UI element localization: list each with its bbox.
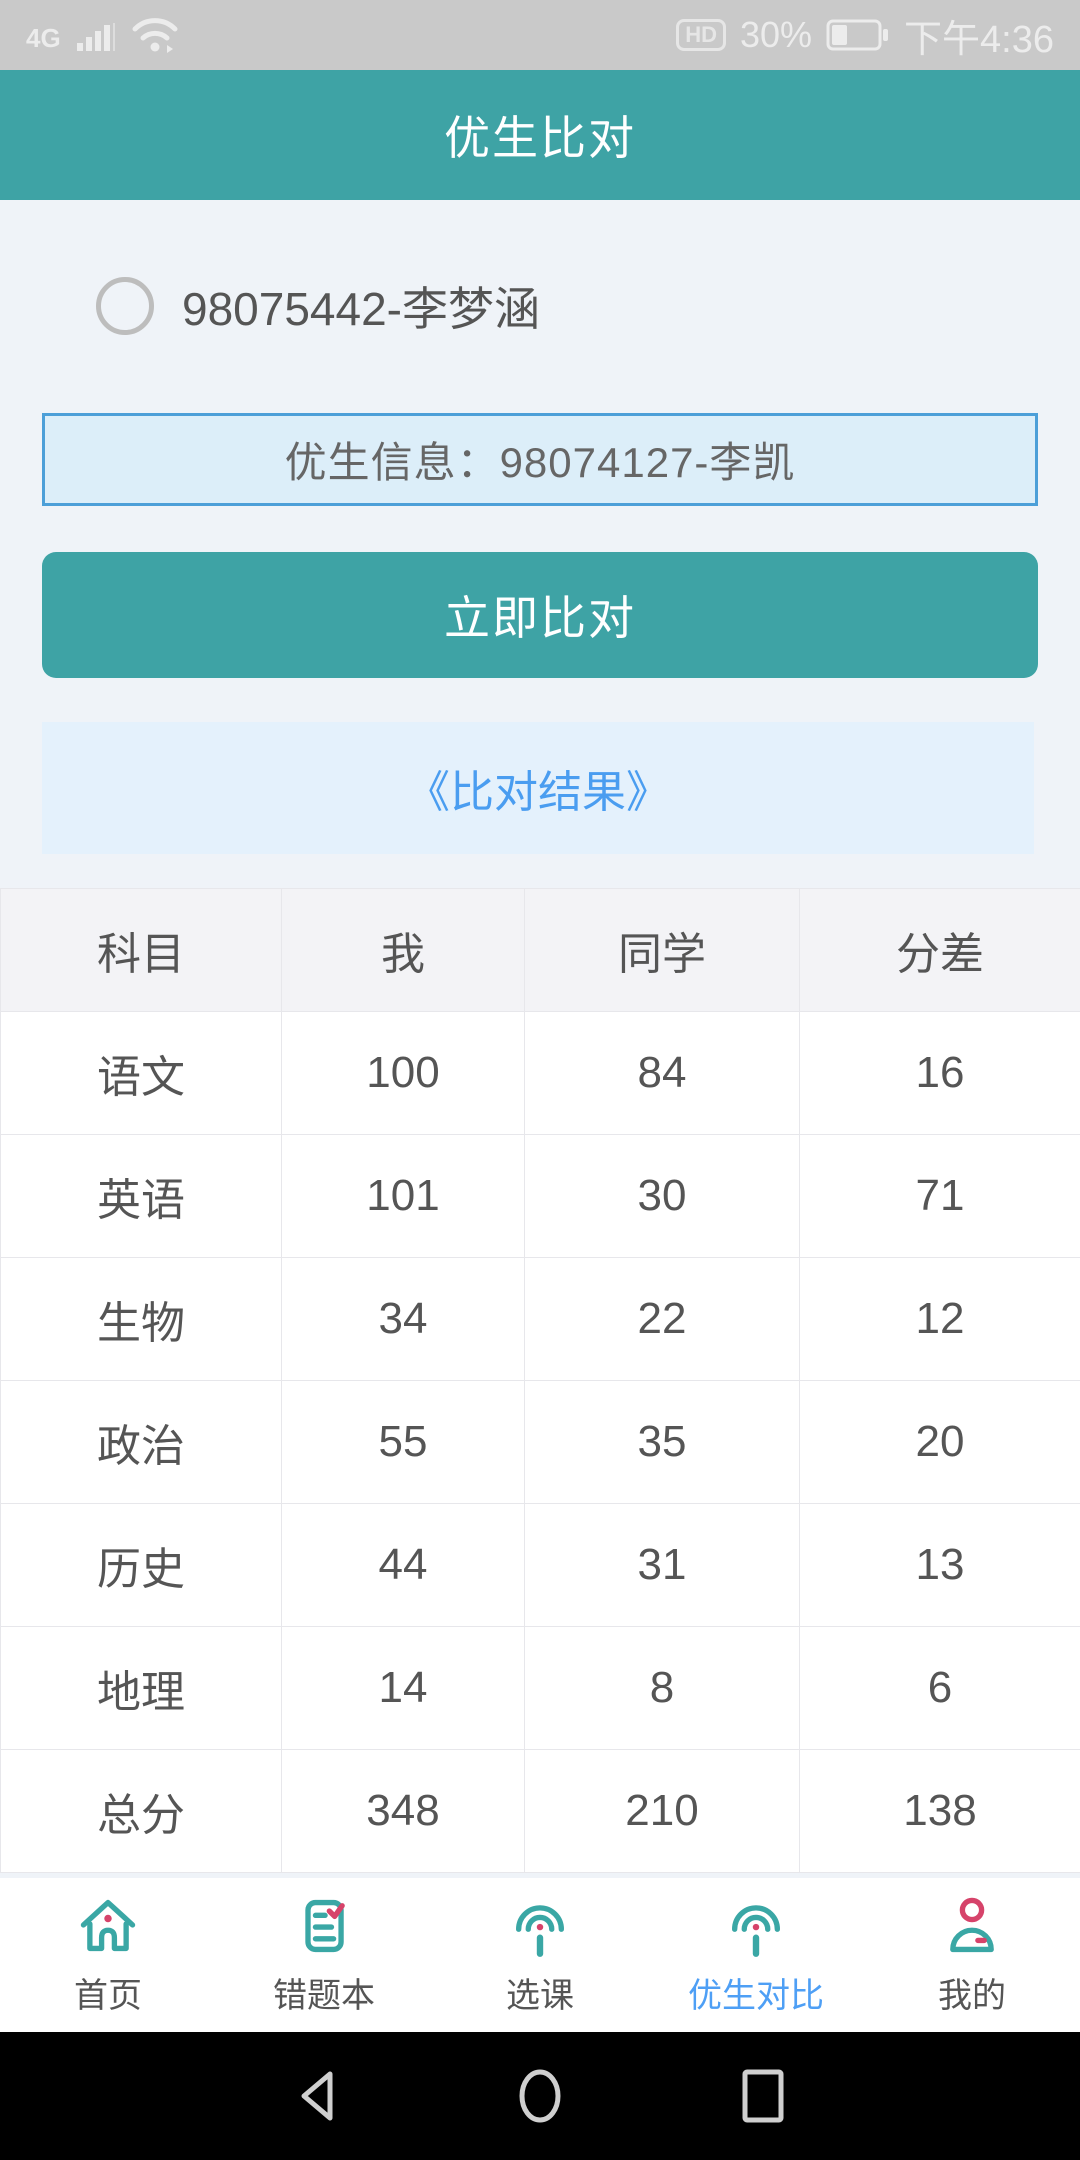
app-header: 优生比对 (0, 70, 1080, 200)
table-cell: 30 (524, 1134, 800, 1258)
table-header-row: 科目 我 同学 分差 (0, 888, 1080, 1012)
table-cell: 6 (799, 1626, 1080, 1750)
table-cell: 历史 (0, 1503, 282, 1627)
table-cell: 100 (281, 1011, 525, 1135)
clock-label: 下午4:36 (904, 18, 1054, 61)
compare-result-link[interactable]: 《比对结果》 (406, 768, 670, 817)
recents-square-icon (742, 2069, 784, 2123)
table-cell: 12 (799, 1257, 1080, 1381)
table-cell: 138 (799, 1749, 1080, 1873)
table-cell: 84 (524, 1011, 800, 1135)
home-icon (80, 1899, 136, 1952)
table-cell: 生物 (0, 1257, 282, 1381)
home-circle-icon (519, 2069, 561, 2123)
bottom-nav: 首页 错题本 选课 优生对比 (0, 1878, 1080, 2032)
table-cell: 政治 (0, 1380, 282, 1504)
elite-info-field[interactable]: 优生信息：98074127-李凯 (42, 413, 1038, 506)
compare-now-button[interactable]: 立即比对 (42, 552, 1038, 678)
table-cell: 地理 (0, 1626, 282, 1750)
nav-item-courses[interactable]: 选课 (432, 1878, 648, 2032)
battery-percent-label: 30% (739, 14, 813, 55)
network-type-label: 4G (26, 23, 61, 53)
table-cell: 8 (524, 1626, 800, 1750)
android-back-button[interactable] (294, 2067, 340, 2125)
table-cell: 20 (799, 1380, 1080, 1504)
battery-icon (826, 19, 889, 51)
table-cell: 语文 (0, 1011, 282, 1135)
broadcast-icon (732, 1905, 780, 1957)
signal-strength-icon (76, 23, 115, 51)
nav-label-elite-compare: 优生对比 (688, 1977, 824, 2015)
table-cell: 35 (524, 1380, 800, 1504)
table-cell: 71 (799, 1134, 1080, 1258)
table-cell: 34 (281, 1257, 525, 1381)
nav-label-profile: 我的 (938, 1977, 1006, 2015)
back-triangle-icon (301, 2071, 333, 2121)
table-cell: 总分 (0, 1749, 282, 1873)
broadcast-icon (516, 1905, 564, 1957)
android-home-button[interactable] (516, 2066, 564, 2126)
table-row: 生物 34 22 12 (0, 1257, 1080, 1381)
table-cell: 14 (281, 1626, 525, 1750)
table-cell: 55 (281, 1380, 525, 1504)
nav-label-courses: 选课 (506, 1977, 574, 2015)
nav-item-elite-compare[interactable]: 优生对比 (648, 1878, 864, 2032)
compare-now-label: 立即比对 (444, 592, 636, 644)
nav-item-home[interactable]: 首页 (0, 1878, 216, 2032)
score-table: 科目 我 同学 分差 语文 100 84 16 英语 101 30 71 生物 34 22 12 政治 5… (0, 888, 1080, 1873)
col-header-me: 我 (281, 888, 525, 1012)
nav-label-wrongbook: 错题本 (273, 1977, 375, 2015)
student-option-label: 98075442-李梦涵 (182, 283, 540, 335)
result-band: 《比对结果》 (42, 722, 1034, 854)
elite-info-text: 优生信息：98074127-李凯 (284, 439, 796, 486)
hd-badge: HD (676, 19, 726, 51)
page-title: 优生比对 (444, 112, 636, 164)
table-row: 英语 101 30 71 (0, 1134, 1080, 1258)
radio-button[interactable] (96, 277, 154, 335)
status-bar: 4G HD 30% 下午4:36 (0, 0, 1080, 70)
table-cell: 16 (799, 1011, 1080, 1135)
table-cell: 31 (524, 1503, 800, 1627)
wifi-icon (132, 18, 178, 53)
android-navigation-bar (0, 2032, 1080, 2160)
table-row: 语文 100 84 16 (0, 1011, 1080, 1135)
table-cell: 22 (524, 1257, 800, 1381)
table-cell: 英语 (0, 1134, 282, 1258)
person-icon (950, 1897, 994, 1953)
table-row: 历史 44 31 13 (0, 1503, 1080, 1627)
nav-item-wrongbook[interactable]: 错题本 (216, 1878, 432, 2032)
student-option-row[interactable]: 98075442-李梦涵 (96, 276, 540, 336)
table-row: 总分 348 210 138 (0, 1749, 1080, 1873)
android-recents-button[interactable] (740, 2067, 786, 2125)
col-header-classmate: 同学 (524, 888, 800, 1012)
score-table-body: 语文 100 84 16 英语 101 30 71 生物 34 22 12 政治 55 35 20 历史 44 31… (0, 1011, 1080, 1873)
table-cell: 101 (281, 1134, 525, 1258)
nav-label-home: 首页 (74, 1977, 142, 2015)
table-cell: 44 (281, 1503, 525, 1627)
table-cell: 13 (799, 1503, 1080, 1627)
table-cell: 210 (524, 1749, 800, 1873)
table-cell: 348 (281, 1749, 525, 1873)
col-header-subject: 科目 (0, 888, 282, 1012)
notebook-icon (305, 1899, 345, 1953)
table-row: 政治 55 35 20 (0, 1380, 1080, 1504)
table-row: 地理 14 8 6 (0, 1626, 1080, 1750)
nav-item-profile[interactable]: 我的 (864, 1878, 1080, 2032)
col-header-diff: 分差 (799, 888, 1080, 1012)
